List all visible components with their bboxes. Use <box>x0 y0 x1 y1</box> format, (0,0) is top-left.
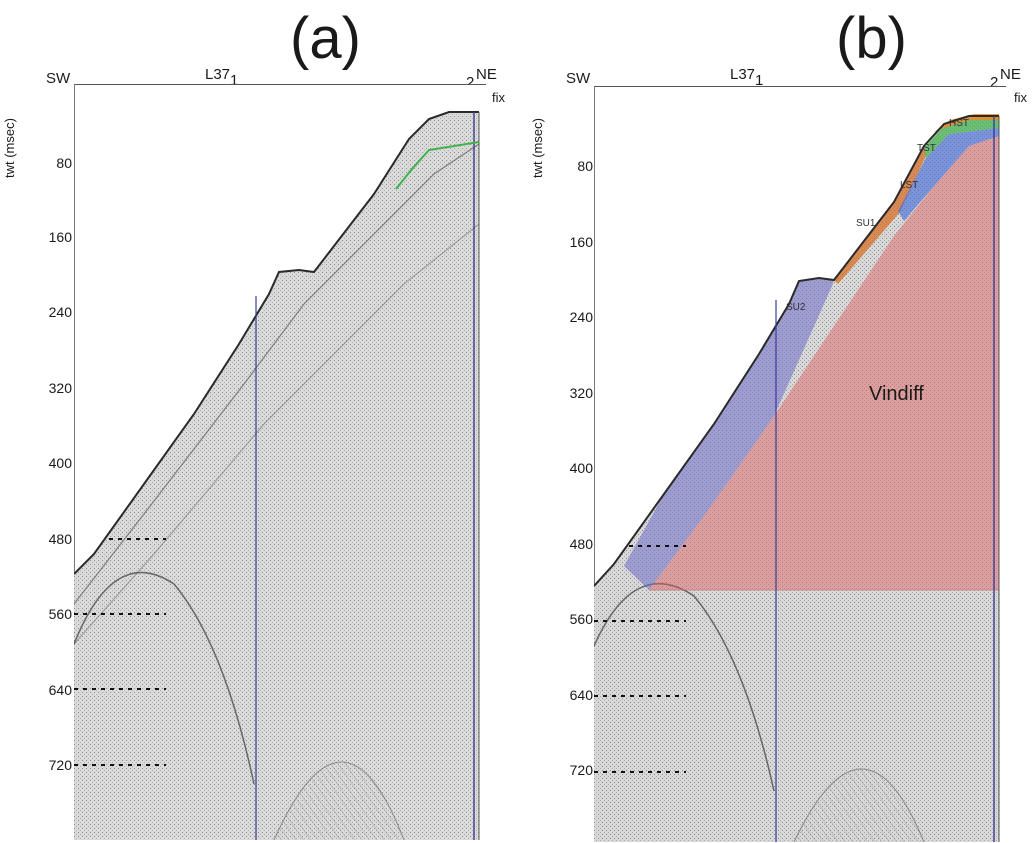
panel-b-title: (b) <box>836 6 907 71</box>
unit-label-lst: LST <box>900 180 918 191</box>
panel-a-tick: 80 <box>56 155 72 171</box>
vindiff-label: Vindiff <box>869 383 924 405</box>
unit-label-hst: HST <box>949 118 969 129</box>
panel-a-fix-label: fix <box>492 90 505 105</box>
unit-label-su1: SU1 <box>856 218 876 229</box>
panel-a-data-region <box>74 112 479 840</box>
panel-b-tick: 160 <box>569 234 593 250</box>
panel-a-tick: 400 <box>48 455 72 471</box>
panel-a-title: (a) <box>290 6 361 71</box>
panel-b-sw-label: SW <box>566 70 591 87</box>
hst-unit <box>934 114 999 132</box>
panel-b-tick: 400 <box>569 460 593 476</box>
vindiff-unit <box>649 136 999 590</box>
panel-a-seismic-section <box>74 84 486 840</box>
panel-a-y-axis-label: twt (msec) <box>2 118 17 178</box>
panel-a-line-label: L371 <box>205 66 239 89</box>
panel-b-y-axis-label: twt (msec) <box>530 118 545 178</box>
panel-b-fix-label: fix <box>1014 90 1027 105</box>
panel-b-seismic-section: HST TST LST SU1 SU2 Vindiff <box>594 86 1006 842</box>
unit-label-tst: TST <box>917 143 936 154</box>
panel-b-ne-label: NE <box>1000 66 1021 83</box>
panel-b-tick: 560 <box>569 611 593 627</box>
panel-b-tick: 640 <box>569 687 593 703</box>
panel-a-tick: 480 <box>48 531 72 547</box>
su2-unit <box>624 278 834 590</box>
panel-b-tick: 320 <box>569 385 593 401</box>
panel-a-right-num: 2 <box>466 74 475 91</box>
panel-a-ne-label: NE <box>476 66 497 83</box>
panel-a-tick: 720 <box>48 757 72 773</box>
panel-a-tick: 160 <box>48 229 72 245</box>
unit-label-su2: SU2 <box>786 302 806 313</box>
panel-a-tick: 560 <box>48 606 72 622</box>
panel-a-sw-label: SW <box>46 70 71 87</box>
tst-unit <box>924 116 999 158</box>
panel-b-line-label: L371 <box>730 66 764 89</box>
panel-b-tick: 240 <box>569 309 593 325</box>
panel-b-tick: 80 <box>577 158 593 174</box>
panel-a-tick: 240 <box>48 304 72 320</box>
lst-unit <box>898 128 999 221</box>
panel-b-right-num: 2 <box>990 74 999 91</box>
panel-a-tick: 640 <box>48 682 72 698</box>
panel-b-tick: 720 <box>569 762 593 778</box>
panel-b-tick: 480 <box>569 536 593 552</box>
panel-a-tick: 320 <box>48 380 72 396</box>
